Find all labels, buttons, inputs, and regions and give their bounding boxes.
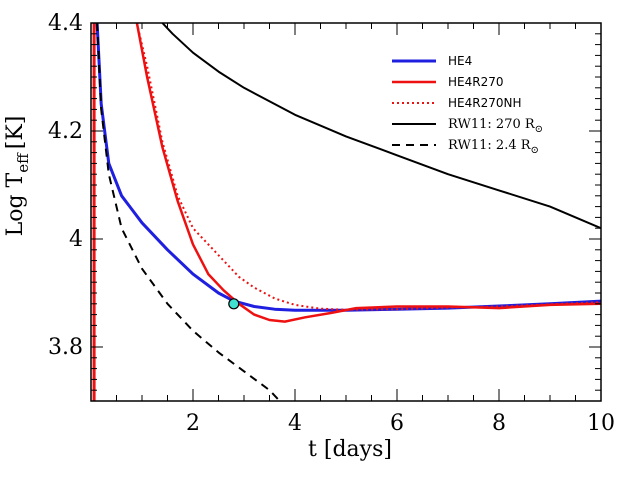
marker-point [228, 298, 240, 310]
series-line-3 [161, 23, 601, 230]
legend-label-0: HE4 [448, 54, 472, 68]
series-line-4 [96, 23, 281, 401]
y-tick-label: 4.2 [48, 119, 83, 144]
x-tick-label: 4 [288, 411, 302, 436]
y-axis-label-main: Log T [3, 172, 28, 236]
y-axis-label-unit: [K] [3, 116, 28, 150]
legend-label-1: HE4R270 [448, 75, 503, 89]
y-axis-label-sub: eff [14, 152, 32, 173]
plot-lines [92, 23, 601, 401]
y-tick-label: 3.8 [48, 335, 83, 360]
plot-frame [90, 22, 602, 402]
x-tick-label: 10 [587, 411, 615, 436]
y-tick-label: 4.4 [48, 11, 83, 36]
tick-labels: 2 4 6 8 10 3.8 4 4.2 4.4 [48, 11, 615, 436]
series-line-1 [135, 23, 601, 323]
svg-text:Log Teff[K]: Log Teff [K] [3, 116, 32, 237]
x-tick-label: 2 [186, 411, 200, 436]
legend-label-2: HE4R270NH [448, 96, 521, 110]
legend-label-3: RW11: 270 R⊙ [448, 117, 543, 135]
axis-ticks [91, 22, 601, 401]
legend-label-4: RW11: 2.4 R⊙ [448, 138, 539, 156]
series-line-0 [95, 23, 601, 312]
x-tick-label: 8 [492, 411, 506, 436]
y-tick-label: 4 [69, 227, 83, 252]
y-axis-label: Log Teff [K] [3, 116, 32, 237]
x-axis-label: t [days] [308, 437, 392, 462]
x-tick-label: 6 [390, 411, 404, 436]
series-line-2 [135, 23, 601, 311]
legend: HE4 HE4R270 HE4R270NH RW11: 270 R⊙ RW11: 2.4… [392, 54, 543, 156]
